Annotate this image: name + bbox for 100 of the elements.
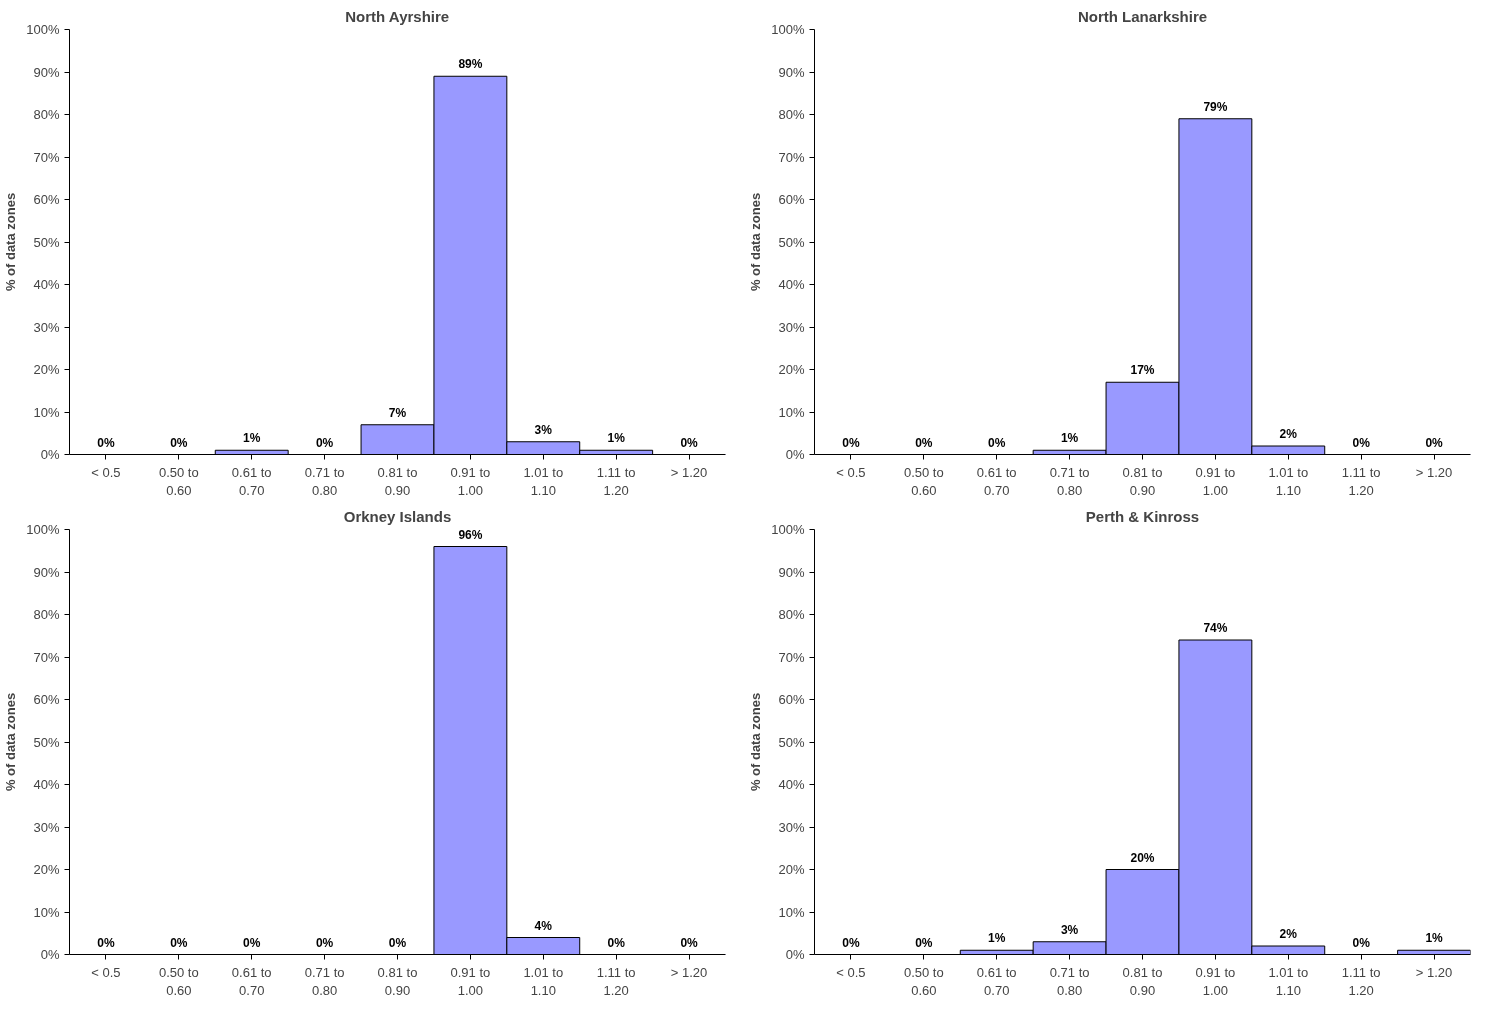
y-tick-label: 40% xyxy=(778,277,805,292)
data-label: 20% xyxy=(1130,850,1155,865)
data-label: 0% xyxy=(315,935,334,950)
y-tick-label: 0% xyxy=(785,447,805,462)
x-tick-label: 0.81 to 0.90 xyxy=(377,964,418,998)
x-tick-label: 0.61 to 0.70 xyxy=(976,464,1017,498)
data-label: 3% xyxy=(1060,922,1079,937)
x-tick-label: < 0.5 xyxy=(91,964,121,980)
y-tick-label: 0% xyxy=(40,447,60,462)
y-tick-label: 70% xyxy=(33,149,60,165)
data-label: 1% xyxy=(243,431,261,446)
x-tick-label: 1.01 to 1.10 xyxy=(523,464,564,498)
data-label: 89% xyxy=(458,57,483,72)
y-tick-label: 10% xyxy=(33,904,60,920)
x-tick-label: 0.71 to 0.80 xyxy=(304,464,345,498)
y-tick-label: 100% xyxy=(26,22,60,37)
data-label: 2% xyxy=(1279,427,1298,441)
x-tick-label: 1.01 to 1.10 xyxy=(523,964,564,998)
data-label: 0% xyxy=(1352,435,1371,450)
data-label: 0% xyxy=(680,935,699,950)
y-tick-label: 0% xyxy=(785,947,805,962)
data-label: 0% xyxy=(607,935,626,950)
x-tick-label: 0.61 to 0.70 xyxy=(976,964,1017,998)
x-tick-label: 1.11 to 1.20 xyxy=(596,964,636,998)
data-label: 3% xyxy=(534,422,553,437)
y-tick-label: 90% xyxy=(778,564,805,580)
x-tick-label: < 0.5 xyxy=(836,964,866,980)
y-tick-label: 100% xyxy=(771,22,805,37)
x-tick-label: 0.50 to 0.60 xyxy=(158,964,199,998)
y-tick-label: 10% xyxy=(778,904,805,920)
x-tick-label: 1.01 to 1.10 xyxy=(1268,964,1309,998)
x-tick-label: 0.81 to 0.90 xyxy=(1122,964,1163,998)
y-tick-label: 30% xyxy=(33,819,60,835)
y-tick-label: 60% xyxy=(778,192,805,207)
x-tick-label: < 0.5 xyxy=(836,464,866,480)
data-label: 0% xyxy=(315,435,334,450)
x-tick-label: 0.71 to 0.80 xyxy=(1049,964,1090,998)
data-label: 0% xyxy=(1425,435,1444,450)
data-label: 79% xyxy=(1203,99,1228,114)
x-tick-label: 0.91 to 1.00 xyxy=(1195,464,1236,498)
y-tick-label: 20% xyxy=(778,362,805,377)
data-label: 0% xyxy=(680,435,699,450)
y-axis-title: % of data zones xyxy=(748,192,764,292)
y-tick-label: 60% xyxy=(33,692,60,707)
x-tick-label: 0.71 to 0.80 xyxy=(1049,464,1090,498)
x-tick-label: 1.11 to 1.20 xyxy=(596,464,636,498)
data-label: 96% xyxy=(458,527,483,542)
data-label: 0% xyxy=(915,435,933,450)
x-tick-label: 0.81 to 0.90 xyxy=(1122,464,1163,498)
data-label: 2% xyxy=(1279,927,1298,941)
y-tick-label: 80% xyxy=(778,607,805,622)
x-tick-label: > 1.20 xyxy=(1415,464,1453,480)
x-tick-label: 0.71 to 0.80 xyxy=(304,964,345,998)
x-tick-label: 0.91 to 1.00 xyxy=(1195,964,1236,998)
data-label: 1% xyxy=(1060,431,1079,446)
y-tick-label: 70% xyxy=(33,649,60,665)
y-tick-label: 40% xyxy=(33,777,60,792)
chart-title: Perth & Kinross xyxy=(1085,507,1200,525)
y-tick-label: 50% xyxy=(778,734,805,750)
data-label: 1% xyxy=(1425,931,1444,946)
y-tick-label: 100% xyxy=(26,522,60,537)
y-tick-label: 70% xyxy=(778,149,805,165)
y-tick-label: 80% xyxy=(778,107,805,122)
y-tick-label: 50% xyxy=(778,234,805,250)
data-label: 0% xyxy=(97,935,115,950)
data-label: 0% xyxy=(97,435,115,450)
x-tick-label: > 1.20 xyxy=(670,464,708,480)
x-tick-label: 1.11 to 1.20 xyxy=(1341,964,1381,998)
x-tick-label: 0.50 to 0.60 xyxy=(903,964,944,998)
y-tick-label: 30% xyxy=(778,819,805,835)
x-tick-label: 0.50 to 0.60 xyxy=(158,464,199,498)
data-label: 0% xyxy=(243,935,261,950)
data-label: 17% xyxy=(1130,363,1155,378)
y-axis-title: % of data zones xyxy=(3,692,19,792)
y-tick-label: 10% xyxy=(778,404,805,420)
y-tick-label: 90% xyxy=(33,64,60,80)
data-label: 1% xyxy=(988,931,1006,946)
y-tick-label: 80% xyxy=(33,107,60,122)
y-tick-label: 20% xyxy=(778,862,805,877)
chart-title: North Ayrshire xyxy=(345,7,450,25)
data-label: 0% xyxy=(170,435,188,450)
chart-title: Orkney Islands xyxy=(343,507,452,525)
y-tick-label: 70% xyxy=(778,649,805,665)
data-label: 4% xyxy=(534,918,553,933)
y-tick-label: 100% xyxy=(771,522,805,537)
y-tick-label: 60% xyxy=(33,192,60,207)
data-label: 0% xyxy=(842,935,860,950)
y-tick-label: 80% xyxy=(33,607,60,622)
x-tick-label: < 0.5 xyxy=(91,464,121,480)
data-label: 0% xyxy=(388,935,407,950)
data-label: 0% xyxy=(1352,935,1371,950)
data-label: 0% xyxy=(842,435,860,450)
x-tick-label: > 1.20 xyxy=(670,964,708,980)
y-tick-label: 50% xyxy=(33,734,60,750)
data-label: 0% xyxy=(988,435,1006,450)
data-label: 74% xyxy=(1203,621,1228,635)
y-tick-label: 30% xyxy=(778,319,805,335)
y-tick-label: 10% xyxy=(33,404,60,420)
y-tick-label: 20% xyxy=(33,862,60,877)
data-label: 7% xyxy=(388,405,407,420)
